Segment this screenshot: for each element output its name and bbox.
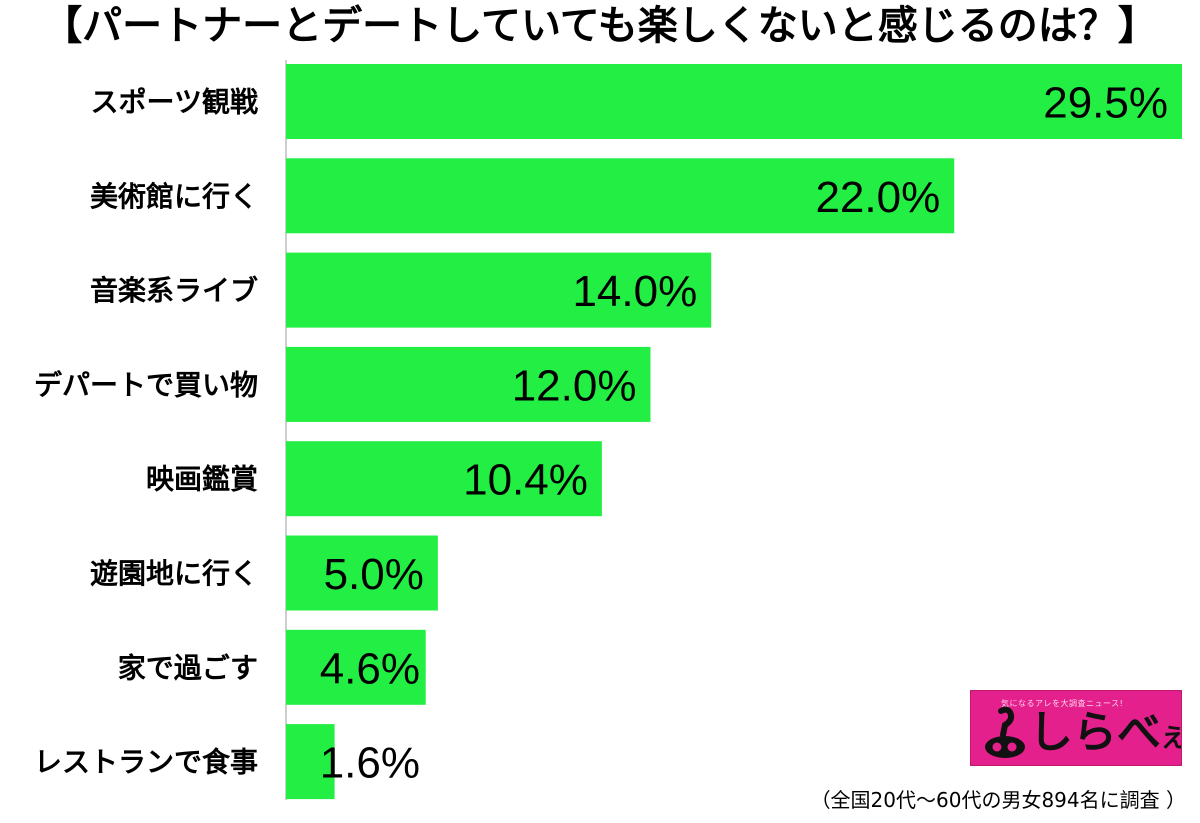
bar	[286, 535, 438, 611]
value-label: 12.0%	[512, 361, 637, 410]
value-label: 14.0%	[572, 267, 697, 316]
value-label: 10.4%	[463, 456, 588, 505]
category-label: 音楽系ライブ	[90, 274, 258, 307]
category-label: デパートで買い物	[34, 368, 258, 401]
logo-mark-icon	[985, 706, 1025, 758]
logo-tagline: 気になるアレを大調査ニュース!	[1001, 699, 1124, 708]
bar	[286, 724, 335, 800]
category-label: スポーツ観戦	[91, 86, 258, 119]
bar	[286, 158, 955, 234]
bar	[286, 441, 602, 517]
logo-wordmark-suffix: え	[1161, 724, 1181, 754]
shirabee-logo: 気になるアレを大調査ニュース! しらべえ	[970, 690, 1182, 766]
value-label: 4.6%	[320, 644, 420, 693]
category-label: 家で過ごす	[118, 651, 258, 684]
category-label: 遊園地に行く	[90, 557, 258, 590]
category-label: 美術館に行く	[90, 180, 258, 213]
category-label: レストランで食事	[34, 746, 258, 779]
value-label: 5.0%	[324, 550, 424, 599]
survey-footnote: （全国20代〜60代の男女894名に調査 ）	[810, 788, 1186, 812]
category-label: 映画鑑賞	[146, 463, 258, 496]
bar	[286, 346, 651, 422]
bar	[286, 64, 1182, 139]
logo-wordmark: しらべえ	[1029, 707, 1181, 765]
bar	[286, 629, 426, 705]
category-labels: スポーツ観戦美術館に行く音楽系ライブデパートで買い物映画鑑賞遊園地に行く家で過ご…	[34, 86, 258, 779]
value-label: 22.0%	[815, 173, 940, 222]
bar	[286, 252, 712, 328]
logo-wordmark-main: しらべ	[1029, 707, 1161, 758]
value-labels: 29.5% 22.0% 14.0% 12.0% 10.4% 5.0% 4.6% 1.6%	[320, 79, 1168, 788]
value-label: 29.5%	[1043, 79, 1168, 128]
value-label: 1.6%	[320, 739, 420, 788]
chart-title: 【パートナーとデートしていても楽しくないと感じるのは？】	[42, 3, 1158, 49]
bars-layer	[286, 64, 1182, 800]
